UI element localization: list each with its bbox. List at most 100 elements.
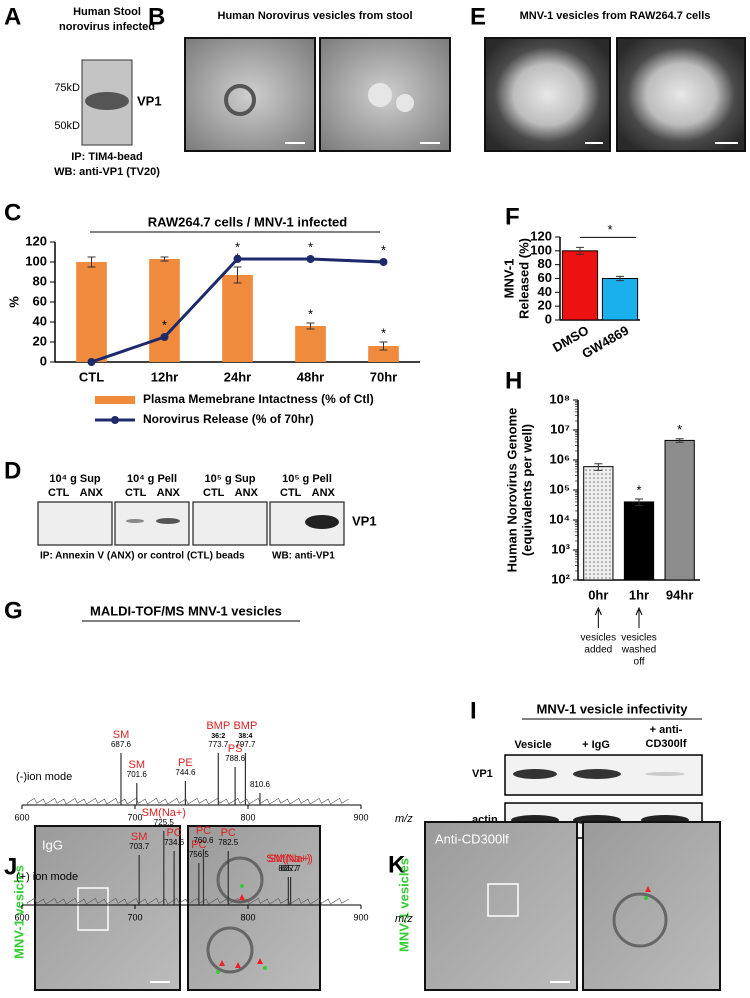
column-label: + IgG — [582, 739, 610, 751]
fraction-label: 10⁵ g Pell — [282, 473, 332, 485]
peak-mz: 837.7 — [281, 864, 302, 873]
peak-mz: 760.6 — [193, 836, 214, 845]
y-axis-label: Released (%) — [516, 238, 531, 319]
lane-label: CTL — [203, 487, 225, 499]
y-tick-label: 0 — [545, 311, 552, 326]
y-tick-label: 10⁶ — [550, 451, 570, 466]
spectrum-noise — [27, 797, 349, 805]
image-label: Anti-CD300lf — [435, 831, 509, 846]
error-bar — [306, 322, 315, 330]
side-label: MNV-1 vesicles — [396, 858, 411, 952]
vesicle-dot — [644, 896, 648, 900]
bar — [583, 466, 614, 581]
bar — [601, 278, 639, 321]
peak-name: SM(Na+) — [142, 807, 186, 819]
peak-mz: 810.6 — [250, 780, 271, 789]
significance-mark: * — [308, 239, 313, 254]
blot-band — [156, 518, 180, 524]
peak-sub: 38:4 — [238, 733, 252, 740]
x-axis-label: m/z — [395, 913, 413, 925]
panel-title: MALDI-TOF/MS MNV-1 vesicles — [90, 603, 282, 618]
y-axis-label: Human Norovirus Genome — [504, 408, 519, 573]
peak-mz: 703.7 — [129, 842, 150, 851]
blot-band — [305, 515, 339, 529]
em-image — [616, 37, 746, 152]
panel-label: A — [4, 3, 21, 30]
peak-mz: 687.6 — [111, 740, 132, 749]
significance-mark: * — [162, 317, 167, 332]
panel-label: E — [470, 3, 486, 30]
note: vesicles — [581, 633, 617, 644]
peak-mz: 782.5 — [218, 838, 239, 847]
error-bar — [160, 256, 169, 262]
panel-label: H — [505, 367, 522, 394]
note: added — [584, 645, 612, 656]
em-image — [184, 37, 316, 152]
chart-title: RAW264.7 cells / MNV-1 infected — [148, 214, 347, 229]
blot-band — [126, 519, 144, 523]
fraction-label: 10⁵ g Sup — [204, 473, 255, 485]
line-point — [379, 258, 388, 266]
peak-mz: 725.5 — [154, 818, 175, 827]
peak-mz: 788.6 — [225, 754, 246, 763]
panel-title: Human Norovirus vesicles from stool — [218, 10, 413, 22]
bar — [222, 275, 253, 362]
peak-name: BMP — [206, 720, 230, 732]
significance-mark: * — [308, 306, 313, 321]
peak-name: SM — [131, 831, 148, 843]
image-label: IgG — [42, 837, 63, 852]
x-tick-label: 70hr — [370, 369, 397, 384]
panel-label: K — [388, 851, 406, 878]
error-bar — [379, 341, 388, 351]
bar — [295, 326, 326, 362]
marker-label: 50kD — [54, 120, 80, 132]
vesicle — [368, 83, 392, 107]
caption: IP: TIM4-bead — [71, 151, 143, 163]
peak-name: PC — [166, 827, 181, 839]
error-bar — [233, 266, 242, 284]
x-tick-label: 600 — [14, 812, 29, 822]
blot — [192, 501, 268, 546]
peak-mz: 835.7 — [278, 864, 299, 873]
y-axis-label: % — [6, 296, 21, 308]
line-point — [306, 255, 315, 263]
vesicle-dot — [263, 966, 267, 970]
significance-mark: * — [381, 242, 386, 257]
panel-label: J — [4, 853, 17, 880]
y-axis-label: MNV-1 — [501, 259, 516, 299]
vesicle-dot — [240, 884, 244, 888]
error-bar — [675, 438, 684, 443]
peak-name: PC — [196, 825, 211, 837]
error-bar — [616, 275, 624, 282]
x-tick-label: 700 — [127, 812, 142, 822]
x-tick-label: 1hr — [629, 587, 649, 602]
caption: WB: anti-VP1 (TV20) — [54, 166, 160, 178]
vesicle-dot — [216, 970, 220, 974]
note: off — [634, 657, 645, 668]
row-label: VP1 — [472, 768, 493, 780]
peak-name: BMP — [233, 720, 257, 732]
x-tick-label: 800 — [240, 912, 255, 922]
x-tick-label: 24hr — [224, 369, 251, 384]
panel-label: F — [505, 203, 520, 230]
line-point — [233, 255, 242, 263]
y-tick-label: 100 — [25, 253, 47, 268]
lane-label: CTL — [125, 487, 147, 499]
spectrum-noise — [27, 897, 349, 905]
blot — [37, 501, 113, 546]
side-label: MNV-1 vesicles — [11, 865, 26, 959]
y-tick-label: 10³ — [551, 541, 570, 556]
lane-label: ANX — [157, 487, 181, 499]
lane-label: CTL — [280, 487, 302, 499]
y-tick-label: 100 — [530, 242, 552, 257]
y-tick-label: 80 — [538, 256, 552, 271]
bar — [368, 346, 399, 362]
band-label: VP1 — [137, 93, 162, 108]
zoom-box — [77, 887, 109, 931]
panel-title: MNV-1 vesicles from RAW264.7 cells — [520, 10, 711, 22]
peak-name: SM(Na+) — [268, 853, 312, 865]
bar — [561, 250, 599, 321]
vesicle — [224, 84, 256, 116]
legend-swatch — [95, 396, 135, 404]
